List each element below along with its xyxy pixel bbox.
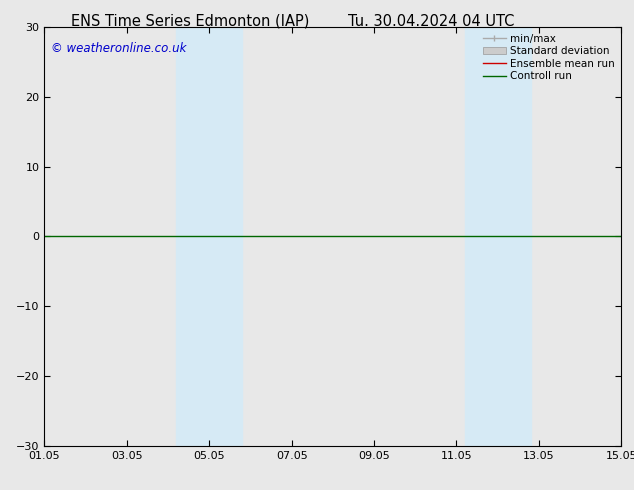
Text: Tu. 30.04.2024 04 UTC: Tu. 30.04.2024 04 UTC <box>348 14 514 29</box>
Text: © weatheronline.co.uk: © weatheronline.co.uk <box>51 42 186 54</box>
Text: ENS Time Series Edmonton (IAP): ENS Time Series Edmonton (IAP) <box>71 14 309 29</box>
Legend: min/max, Standard deviation, Ensemble mean run, Controll run: min/max, Standard deviation, Ensemble me… <box>479 29 619 86</box>
Bar <box>465 27 531 446</box>
Bar <box>176 27 242 446</box>
